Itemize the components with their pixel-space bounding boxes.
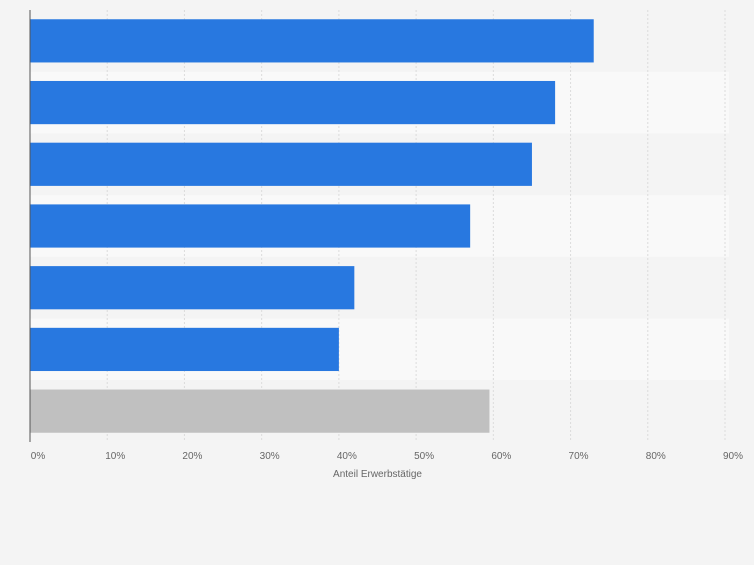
x-tick-label: 80% xyxy=(646,451,666,462)
bar[interactable] xyxy=(30,327,339,372)
x-tick-label: 30% xyxy=(260,451,280,462)
x-tick-label: 70% xyxy=(569,451,589,462)
x-tick-label: 90% xyxy=(723,451,743,462)
bar[interactable] xyxy=(30,142,532,186)
x-axis-tick-labels: 0% 10% 20% 30% 40% 50% 60% 70% 80% 90% xyxy=(31,451,743,462)
bar[interactable] xyxy=(30,19,594,63)
x-tick-label: 0% xyxy=(31,451,46,462)
x-tick-label: 60% xyxy=(491,451,511,462)
x-tick-label: 20% xyxy=(182,451,202,462)
x-axis-label: Anteil Erwerbstätige xyxy=(333,469,422,480)
bar[interactable] xyxy=(30,266,355,310)
bars xyxy=(30,19,594,433)
x-tick-label: 50% xyxy=(414,451,434,462)
bar[interactable] xyxy=(30,204,471,248)
x-tick-label: 40% xyxy=(337,451,357,462)
bar[interactable] xyxy=(30,80,556,125)
x-tick-label: 10% xyxy=(105,451,125,462)
bar[interactable] xyxy=(30,389,490,433)
